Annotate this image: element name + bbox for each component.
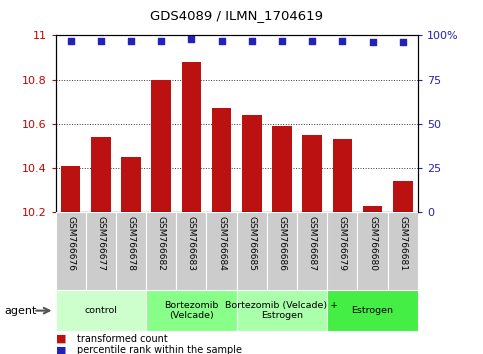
Text: GSM766681: GSM766681 (398, 216, 407, 271)
Bar (151, 80, 171, 212)
Text: transformed count: transformed count (77, 334, 168, 344)
Point (157, 38, 165, 44)
Text: GSM766685: GSM766685 (247, 216, 256, 271)
Bar (327, 212, 357, 290)
Text: GSM766678: GSM766678 (127, 216, 136, 271)
Bar (393, 181, 412, 212)
Bar (388, 212, 418, 290)
Text: Bortezomib (Velcade) +
Estrogen: Bortezomib (Velcade) + Estrogen (226, 301, 339, 320)
Bar (146, 290, 237, 331)
Point (187, 36, 195, 42)
Bar (237, 290, 327, 331)
Text: ■: ■ (56, 346, 66, 354)
Bar (302, 135, 322, 212)
Text: ■: ■ (56, 334, 66, 344)
Point (97, 38, 105, 44)
Bar (207, 212, 237, 290)
Bar (182, 62, 201, 212)
Point (127, 38, 135, 44)
Text: GSM766686: GSM766686 (277, 216, 286, 271)
Point (339, 38, 346, 44)
Text: GSM766676: GSM766676 (66, 216, 75, 271)
Bar (146, 212, 176, 290)
Bar (212, 108, 231, 212)
Point (218, 38, 226, 44)
Text: GSM766683: GSM766683 (187, 216, 196, 271)
Bar (332, 139, 352, 212)
Text: Bortezomib
(Velcade): Bortezomib (Velcade) (164, 301, 219, 320)
Text: agent: agent (5, 306, 37, 316)
Bar (116, 212, 146, 290)
Bar (91, 137, 111, 212)
Bar (61, 166, 81, 212)
Text: GSM766680: GSM766680 (368, 216, 377, 271)
Point (248, 38, 256, 44)
Text: GSM766687: GSM766687 (308, 216, 317, 271)
Text: Estrogen: Estrogen (352, 306, 394, 315)
Bar (272, 126, 292, 212)
Bar (242, 115, 262, 212)
Point (278, 38, 286, 44)
Text: GDS4089 / ILMN_1704619: GDS4089 / ILMN_1704619 (150, 9, 323, 22)
Point (369, 40, 376, 45)
Text: percentile rank within the sample: percentile rank within the sample (77, 346, 242, 354)
Bar (363, 206, 383, 212)
Bar (237, 212, 267, 290)
Bar (327, 290, 418, 331)
Text: GSM766684: GSM766684 (217, 216, 226, 271)
Text: control: control (85, 306, 117, 315)
Text: GSM766677: GSM766677 (96, 216, 105, 271)
Bar (176, 212, 207, 290)
Bar (267, 212, 297, 290)
Point (399, 40, 407, 45)
Text: GSM766682: GSM766682 (156, 216, 166, 271)
Point (67, 38, 74, 44)
Bar (121, 157, 141, 212)
Text: GSM766679: GSM766679 (338, 216, 347, 271)
Bar (86, 212, 116, 290)
Bar (357, 212, 388, 290)
Point (308, 38, 316, 44)
Bar (56, 290, 146, 331)
Bar (297, 212, 327, 290)
Bar (56, 212, 86, 290)
